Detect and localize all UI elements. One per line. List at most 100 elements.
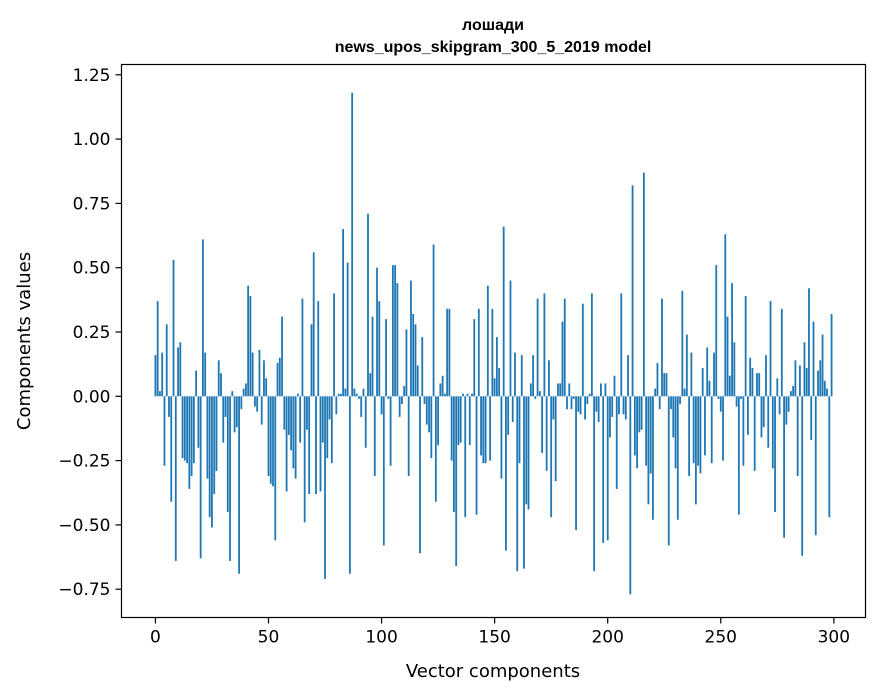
x-tick-label: 250	[705, 628, 737, 648]
bar	[629, 396, 632, 595]
bar	[747, 396, 749, 435]
bar	[220, 373, 222, 397]
bar	[789, 391, 792, 397]
bar	[296, 393, 299, 397]
bar	[179, 342, 182, 397]
bar	[466, 393, 469, 397]
bar	[249, 295, 252, 397]
bar	[333, 293, 335, 397]
bar	[498, 368, 501, 397]
bar	[226, 396, 229, 513]
bar	[317, 301, 320, 397]
bar	[380, 396, 383, 415]
bar	[595, 396, 598, 412]
bar	[269, 396, 272, 484]
bar	[792, 386, 795, 397]
bar	[724, 234, 727, 397]
bar	[238, 396, 240, 574]
bar	[328, 396, 331, 420]
bar	[516, 396, 519, 572]
bar	[206, 396, 209, 479]
bar	[769, 301, 772, 397]
bar	[541, 396, 544, 453]
bar	[265, 378, 268, 397]
bar	[511, 396, 514, 423]
bar	[434, 396, 437, 502]
y-tick-label: 0.00	[73, 387, 111, 407]
bar	[799, 365, 801, 397]
bar	[425, 396, 428, 425]
x-axis-label: Vector components	[406, 661, 580, 682]
bar	[251, 352, 254, 397]
bar	[780, 308, 783, 397]
bar	[731, 283, 733, 397]
bar	[450, 396, 453, 461]
bar	[760, 396, 763, 438]
y-axis: −0.75 −0.50 −0.25 0.00 0.25 0.50 0.75 1.00 1.25	[58, 66, 122, 600]
bar	[803, 342, 806, 397]
bar	[765, 355, 767, 397]
bar	[622, 396, 625, 415]
bar	[276, 362, 279, 397]
bar	[525, 396, 528, 505]
bar	[740, 396, 743, 399]
bar	[814, 396, 817, 536]
bar	[283, 396, 286, 430]
bar	[640, 396, 643, 430]
bar	[676, 396, 679, 520]
bar	[464, 396, 467, 518]
bar	[337, 393, 340, 397]
bar	[728, 375, 731, 397]
bar	[287, 396, 290, 435]
bar	[213, 396, 216, 495]
bar	[369, 373, 372, 397]
bar	[161, 352, 164, 397]
bar	[808, 288, 810, 397]
bar	[473, 319, 476, 397]
bar	[710, 396, 713, 464]
bar	[579, 396, 582, 415]
bar	[278, 357, 281, 397]
bar	[355, 393, 358, 397]
chart-subtitle: news_upos_skipgram_300_5_2019 model	[335, 39, 652, 56]
bar	[706, 347, 709, 397]
bar	[306, 396, 308, 430]
bar	[394, 265, 397, 397]
bar	[202, 239, 204, 397]
bar	[624, 396, 627, 420]
x-tick-label: 100	[365, 628, 397, 648]
bar	[183, 396, 186, 461]
bar	[783, 396, 785, 538]
bar	[215, 396, 218, 471]
bar	[263, 360, 265, 397]
bar	[672, 396, 675, 438]
bar	[421, 337, 424, 397]
bar	[281, 316, 283, 397]
bar	[737, 396, 740, 515]
bar	[299, 396, 302, 443]
bar	[267, 396, 270, 477]
bar	[767, 396, 770, 448]
bar	[235, 396, 238, 428]
bar	[584, 396, 586, 420]
bar	[670, 396, 672, 410]
bars-group	[154, 92, 833, 595]
bar	[342, 229, 345, 397]
bar	[301, 298, 304, 397]
bar	[543, 293, 546, 397]
bar	[389, 396, 392, 466]
bar	[588, 393, 591, 397]
bar	[217, 360, 220, 397]
bar	[437, 396, 439, 446]
bar	[801, 396, 804, 556]
bar	[505, 396, 507, 551]
bar	[364, 396, 367, 448]
bar	[685, 334, 688, 397]
bar	[819, 360, 822, 397]
bar	[507, 396, 510, 435]
bar	[181, 396, 184, 459]
bar	[785, 396, 788, 425]
y-tick-label: 0.75	[73, 194, 111, 214]
bar	[645, 396, 648, 466]
